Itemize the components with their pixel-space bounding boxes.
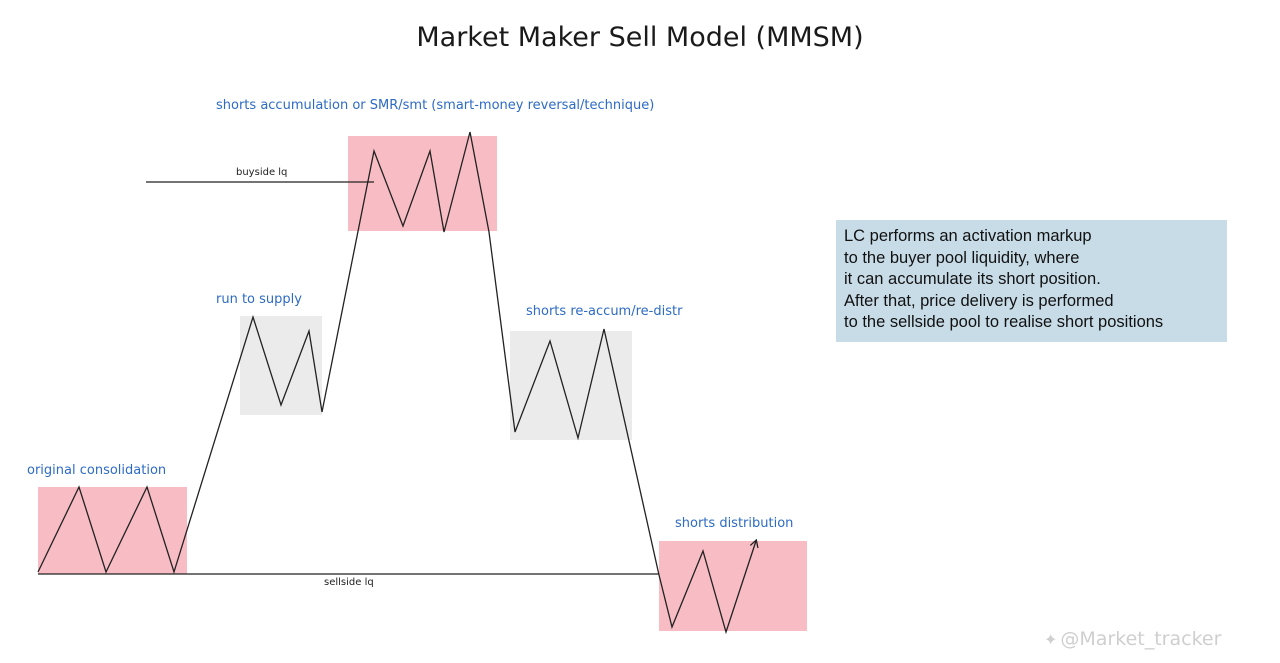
note-line: to the sellside pool to realise short po… xyxy=(844,313,1164,331)
shorts-reaccum-zone xyxy=(510,331,632,440)
shorts-accumulation-label: shorts accumulation or SMR/smt (smart-mo… xyxy=(216,98,655,113)
note-line: to the buyer pool liquidity, where xyxy=(844,248,1080,267)
watermark: ✦ @Market_tracker xyxy=(1044,628,1221,650)
shorts-accumulation-zone xyxy=(348,136,497,231)
run-to-supply-label: run to supply xyxy=(216,292,302,307)
price-path-line xyxy=(37,131,759,635)
shorts-distribution-zone xyxy=(659,541,807,631)
shorts-reaccum-label: shorts re-accum/re-distr xyxy=(526,304,683,319)
buyside-liquidity-label: buyside lq xyxy=(236,167,288,178)
binance-square-icon: ✦ xyxy=(1044,630,1058,649)
explanation-note: LC performs an activation markup to the … xyxy=(836,220,1227,342)
note-line: LC performs an activation markup xyxy=(844,227,1092,245)
watermark-text: @Market_tracker xyxy=(1060,628,1222,650)
shorts-distribution-label: shorts distribution xyxy=(675,516,794,531)
note-line: After that, price delivery is performed xyxy=(844,291,1114,310)
diagram-title: Market Maker Sell Model (MMSM) xyxy=(416,22,864,53)
sellside-liquidity-label: sellside lq xyxy=(324,577,374,588)
note-line: it can accumulate its short position. xyxy=(844,270,1101,288)
original-consolidation-label: original consolidation xyxy=(27,463,167,478)
